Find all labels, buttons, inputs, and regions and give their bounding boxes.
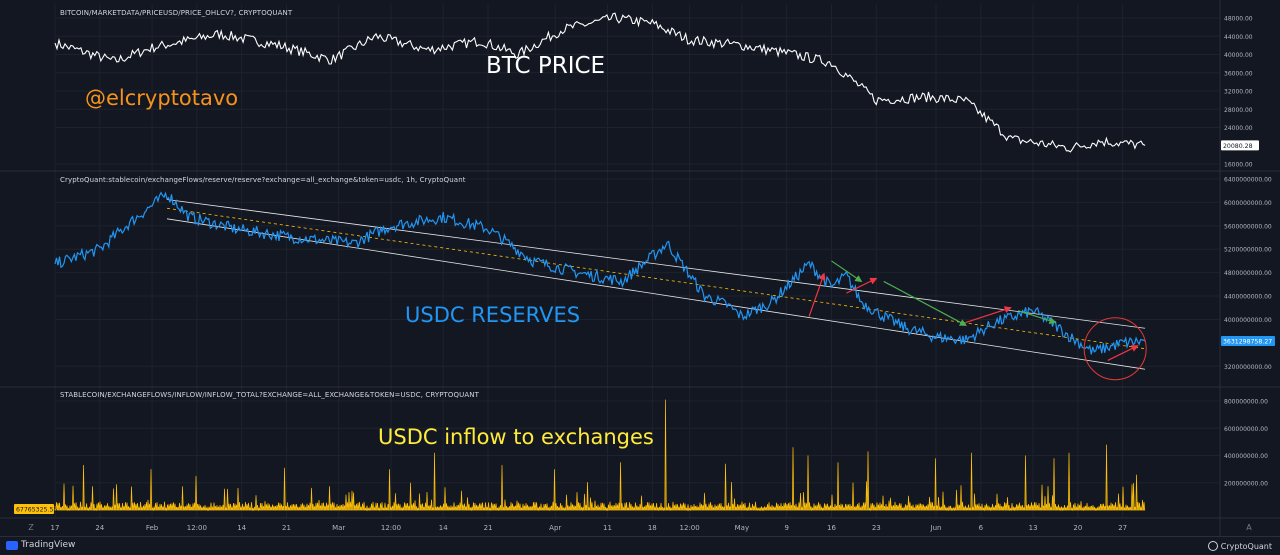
y-tick-label: 6400000000.00	[1224, 177, 1272, 184]
x-tick-label: 12:00	[381, 524, 401, 532]
x-tick-label: 12:00	[187, 524, 207, 532]
x-tick-label: 16	[827, 524, 836, 532]
y-tick-label: 40000.00	[1224, 52, 1253, 59]
green-arrow	[883, 280, 967, 326]
y-tick-label: 800000000.00	[1224, 399, 1268, 406]
x-tick-label: Feb	[146, 524, 159, 532]
cryptoquant-icon	[1207, 541, 1218, 551]
usdc-reserves-annotation: USDC RESERVES	[405, 303, 581, 327]
inflow-last-value-tag: 67765325.55	[16, 507, 57, 514]
channel-upper-line	[166, 199, 1146, 329]
y-tick-label: 36000.00	[1224, 70, 1253, 77]
y-tick-label: 4800000000.00	[1224, 270, 1272, 277]
y-tick-label: 28000.00	[1224, 107, 1253, 114]
btc-last-value-tag: 20080.28	[1223, 143, 1253, 150]
y-tick-label: 24000.00	[1224, 125, 1253, 132]
x-tick-label: 9	[784, 524, 788, 532]
usdc-last-value-tag: 3631298758.27	[1223, 339, 1272, 346]
tradingview-logo[interactable]: TradingView	[6, 540, 75, 550]
usdc-inflow-annotation: USDC inflow to exchanges	[378, 425, 654, 449]
x-tick-label: 21	[484, 524, 493, 532]
btc-last-value-tag-bg	[1221, 140, 1259, 151]
zoom-button-left[interactable]: Z	[28, 523, 34, 532]
y-tick-label: 6000000000.00	[1224, 200, 1272, 207]
auto-scale-button[interactable]: A	[1246, 523, 1252, 532]
y-tick-label: 3200000000.00	[1224, 364, 1272, 371]
y-tick-label: 400000000.00	[1224, 453, 1268, 460]
btc-pane-title: BITCOIN/MARKETDATA/PRICEUSD/PRICE_OHLCV?…	[60, 9, 293, 17]
footer-bar: TradingView CryptoQuant	[0, 536, 1280, 555]
cryptoquant-label: CryptoQuant	[1220, 541, 1272, 551]
y-tick-label: 4000000000.00	[1224, 317, 1272, 324]
usdc-inflow-area	[54, 399, 1146, 512]
x-tick-label: 21	[282, 524, 291, 532]
red-arrow	[965, 306, 1012, 323]
btc-price-line	[54, 12, 1146, 153]
green-arrow	[831, 260, 863, 283]
x-tick-label: 11	[603, 524, 612, 532]
highlight-circle	[1083, 317, 1147, 381]
btc-price-pane[interactable]: 20080.28	[54, 12, 1259, 153]
red-arrow	[1107, 345, 1139, 361]
y-tick-label: 200000000.00	[1224, 480, 1268, 487]
x-tick-label: 12:00	[680, 524, 700, 532]
channel-lower-line	[166, 218, 1146, 370]
tradingview-icon	[6, 540, 18, 550]
y-tick-label: 5600000000.00	[1224, 223, 1272, 230]
usdc-inflow-pane[interactable]: 67765325.55	[14, 399, 1146, 514]
red-arrow	[846, 277, 878, 294]
inflow-pane-title: STABLECOIN/EXCHANGEFLOWS/INFLOW/INFLOW_T…	[60, 391, 479, 399]
grid	[54, 4, 1220, 518]
y-tick-label: 600000000.00	[1224, 426, 1268, 433]
red-arrow	[808, 272, 826, 317]
usdc-last-value-tag-bg	[1221, 336, 1275, 347]
x-tick-label: 27	[1118, 524, 1127, 532]
x-tick-label: 20	[1073, 524, 1082, 532]
usdc-reserves-pane[interactable]: 3631298758.27	[54, 191, 1275, 381]
x-tick-label: 14	[439, 524, 448, 532]
watermark-handle: @elcryptotavo	[85, 86, 239, 110]
cryptoquant-logo: CryptoQuant	[1207, 541, 1272, 551]
x-tick-label: 14	[237, 524, 246, 532]
inflow-last-value-tag-bg	[14, 504, 54, 514]
x-tick-label: 24	[95, 524, 104, 532]
x-tick-label: 23	[872, 524, 881, 532]
y-tick-label: 32000.00	[1224, 89, 1253, 96]
x-tick-label: 13	[1029, 524, 1038, 532]
y-tick-label: 48000.00	[1224, 16, 1253, 23]
x-tick-label: Apr	[549, 524, 561, 532]
x-tick-label: Jun	[930, 524, 942, 532]
y-tick-label: 44000.00	[1224, 34, 1253, 41]
x-tick-label: 17	[51, 524, 60, 532]
green-arrow	[1017, 310, 1057, 325]
tradingview-label: TradingView	[21, 540, 76, 550]
channel-midline	[166, 207, 1146, 350]
usdc-reserves-line	[54, 191, 1146, 355]
x-tick-label: Mar	[332, 524, 345, 532]
axes: 17 24 Feb 12:00 14 21 Mar 12:00 14 21 Apr 11 18 12:00…	[0, 0, 1280, 536]
x-tick-label: 6	[979, 524, 984, 532]
y-tick-label: 5200000000.00	[1224, 247, 1272, 254]
btc-price-annotation: BTC PRICE	[486, 53, 606, 79]
x-tick-label: 18	[648, 524, 657, 532]
y-tick-label: 16000.00	[1224, 162, 1253, 169]
x-tick-label: May	[735, 524, 749, 532]
usdc-pane-title: CryptoQuant:stablecoin/exchangeFlows/res…	[60, 176, 466, 184]
y-tick-label: 4400000000.00	[1224, 294, 1272, 301]
